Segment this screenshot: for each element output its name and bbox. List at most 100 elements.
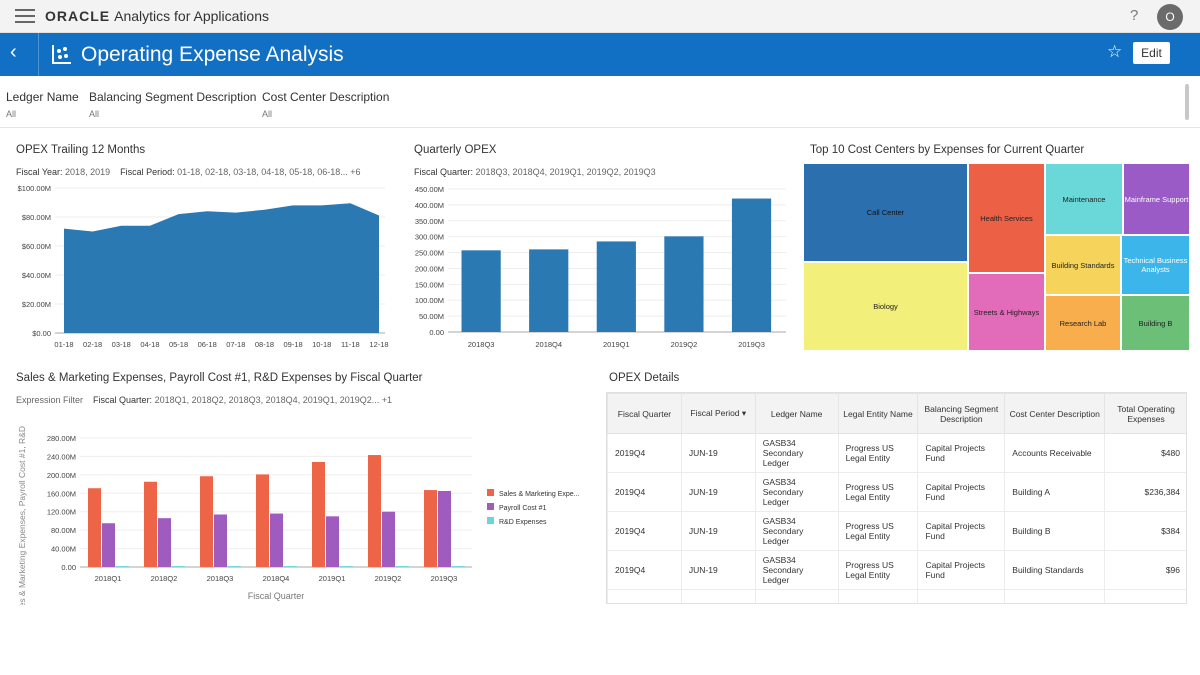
table-row[interactable]: 2019Q4 JUN-19 GASB34 Secondary Ledger Progr… [607,433,1186,473]
filter-value: 2018Q1, 2018Q2, 2018Q3, 2018Q4, 2019Q1, … [154,395,393,405]
x-tick-label: 05-18 [169,340,188,349]
y-tick-label: 400.00M [415,201,444,210]
legend-label: Payroll Cost #1 [499,505,547,512]
analytics-logo-icon [52,45,71,64]
bar-1 [326,516,339,567]
filter-value: All [6,109,17,119]
treemap-cell[interactable]: Building Standards [1045,235,1121,295]
bar-1 [270,513,283,567]
column-header[interactable]: Cost Center Description [1004,393,1106,434]
page-title: Operating Expense Analysis [81,43,344,66]
table-cell: Building B [1004,511,1106,551]
treemap-cell[interactable]: Maintenance [1045,163,1123,235]
filter-label: Fiscal Quarter: [414,167,474,177]
table-cell: 2019Q4 [607,550,682,590]
user-avatar[interactable]: O [1157,4,1183,30]
y-tick-label: 240.00M [47,452,76,461]
cost-center-treemap[interactable]: Call Center Biology Health Services Streets… [803,163,1190,351]
filter-cost-center[interactable]: Cost Center Description All [262,90,389,119]
filter-value: 01-18, 02-18, 03-18, 04-18, 05-18, 06-18… [177,167,361,177]
treemap-cell[interactable]: Research Lab [1045,295,1121,351]
y-tick-label: 350.00M [415,217,444,226]
x-tick-label: 2019Q1 [603,340,630,349]
treemap-cell[interactable]: Mainframe Support [1123,163,1190,235]
x-tick-label: 08-18 [255,340,274,349]
y-tick-label: $20.00M [22,300,51,309]
grouped-chart-filters[interactable]: Expression Filter Fiscal Quarter: 2018Q1… [16,395,392,405]
opex-trailing-area-chart[interactable]: $0.00 $20.00M $40.00M $60.00M $80.00M $100.00… [0,180,395,355]
bar-1 [438,490,451,567]
bar-2 [116,566,129,567]
hamburger-menu-icon[interactable] [15,9,35,23]
grouped-bar-chart[interactable]: 0.00 40.00M 80.00M 120.00M 160.00M 200.00M 240… [0,425,600,605]
table-cell [607,589,682,603]
table-cell: Building Standards [1004,550,1106,590]
back-chevron-icon[interactable]: ‹ [10,41,17,63]
table-row[interactable]: 2019Q4 JUN-19 GASB34 Secondary Ledger Progr… [607,511,1186,551]
bar [731,198,772,332]
bar [596,241,636,332]
favorite-star-icon[interactable]: ☆ [1107,42,1123,61]
help-icon[interactable]: ? [1130,7,1139,24]
filter-value: All [262,109,273,119]
divider [38,33,39,76]
quarterly-opex-bar-chart[interactable]: 0.00 50.00M 100.00M 150.00M 200.00M 250.00M 30… [400,180,795,355]
opex-trailing-filters[interactable]: Fiscal Year: 2018, 2019 Fiscal Period: 0… [16,167,361,177]
treemap-cell[interactable]: Call Center [803,163,968,262]
bar-1 [158,518,171,567]
table-cell: JUN-19 [680,433,756,473]
filter-scrollbar[interactable] [1185,84,1189,120]
filter-balancing-segment[interactable]: Balancing Segment Description All [89,90,256,119]
column-header[interactable]: Fiscal Period ▾ [680,393,756,434]
treemap-cell[interactable]: Technical Business Analysts [1121,235,1190,295]
x-tick-label: 2019Q2 [671,340,698,349]
treemap-cell[interactable]: Health Services [968,163,1045,273]
column-header[interactable]: Balancing Segment Description [917,393,1006,434]
table-cell [1104,589,1186,603]
table-row[interactable]: 2019Q4 JUN-19 GASB34 Secondary Ledger Progr… [607,550,1186,590]
treemap-cell[interactable]: Biology [803,262,968,351]
column-header[interactable]: Fiscal Quarter [607,393,682,434]
table-cell: GASB34 Secondary Ledger [754,511,839,551]
x-tick-label: 09-18 [283,340,302,349]
table-cell: JUN-19 [680,550,756,590]
treemap-cell[interactable]: Building B [1121,295,1190,351]
y-tick-label: 0.00 [429,328,444,337]
opex-details-table[interactable]: Fiscal Quarter Fiscal Period ▾ Ledger Name… [606,392,1187,604]
y-tick-label: $60.00M [22,242,51,251]
bar [461,250,501,332]
table-cell: Capital Projects Fund [917,433,1006,473]
column-header[interactable]: Legal Entity Name [837,393,919,434]
column-header[interactable]: Ledger Name [754,393,839,434]
x-tick-label: 12-18 [369,340,388,349]
edit-button[interactable]: Edit [1133,42,1170,64]
bar [529,249,569,332]
table-cell: Capital Projects [917,589,1006,603]
product-name: Analytics for Applications [114,8,269,24]
x-tick-label: 2019Q3 [738,340,765,349]
legend-label: R&D Expenses [499,519,547,526]
column-header[interactable]: Total Operating Expenses [1104,393,1186,434]
table-cell: GASB34 Secondary Ledger [754,550,839,590]
table-row[interactable]: 2019Q4 JUN-19 GASB34 Secondary Ledger Progr… [607,472,1186,512]
y-tick-label: 40.00M [51,545,76,554]
table-cell: Capital Projects Fund [917,472,1006,512]
filter-label: Fiscal Period: [120,167,175,177]
filter-ledger-name[interactable]: Ledger Name All [6,90,79,119]
table-row[interactable]: GASB34Progress USCapital ProjectsDatabas… [607,589,1186,603]
page-header: ‹ Operating Expense Analysis ☆ Edit [0,33,1200,76]
table-cell: Capital Projects Fund [917,550,1006,590]
y-tick-label: $40.00M [22,271,51,280]
treemap-cell[interactable]: Streets & Highways [968,273,1045,351]
y-tick-label: 160.00M [47,489,76,498]
table-cell: Database [1004,589,1106,603]
quarterly-opex-filters[interactable]: Fiscal Quarter: 2018Q3, 2018Q4, 2019Q1, … [414,167,656,177]
y-tick-label: 250.00M [415,249,444,258]
table-cell: Progress US Legal Entity [837,433,919,473]
x-tick-label: 04-18 [140,340,159,349]
x-tick-label: 02-18 [83,340,102,349]
y-tick-label: 300.00M [415,233,444,242]
x-tick-label: 2019Q1 [319,574,346,583]
bar-0 [88,488,101,567]
y-tick-label: 450.00M [415,185,444,194]
